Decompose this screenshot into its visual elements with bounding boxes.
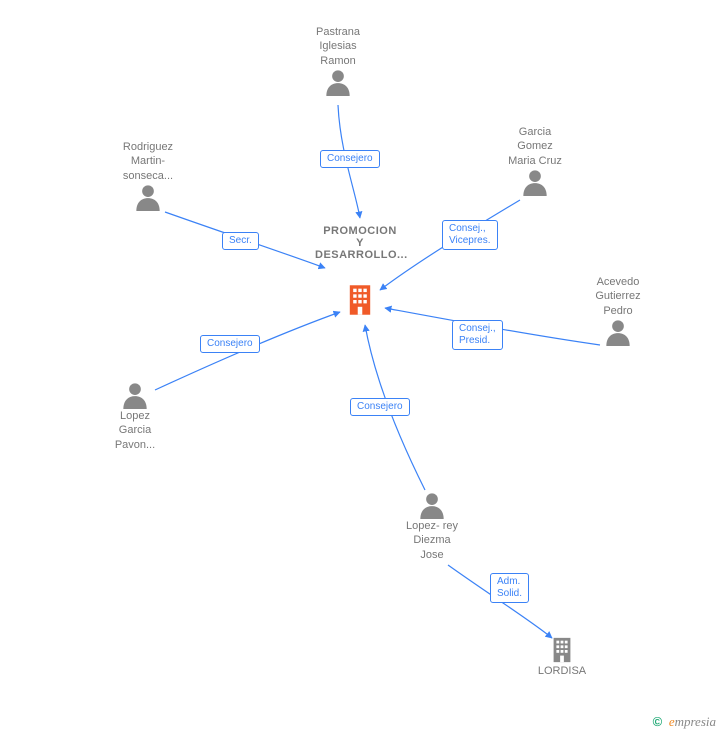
edge-label-acevedo: Consej., Presid. xyxy=(452,320,503,350)
person-icon xyxy=(392,491,472,519)
center-building-icon xyxy=(346,283,374,317)
edge-label-rodriguez: Secr. xyxy=(222,232,259,250)
building-icon xyxy=(522,636,602,664)
person-label: Acevedo Gutierrez Pedro xyxy=(578,275,658,318)
brand-rest: mpresia xyxy=(675,714,716,729)
edge-label-lopezrey: Consejero xyxy=(350,398,410,416)
person-label: Pastrana Iglesias Ramon xyxy=(298,25,378,68)
person-icon xyxy=(578,318,658,346)
edge-label-lopezrey_to_lordisa: Adm. Solid. xyxy=(490,573,529,603)
person-icon xyxy=(95,381,175,409)
person-node-acevedo: Acevedo Gutierrez Pedro xyxy=(578,275,658,346)
company-node-lordisa: LORDISA xyxy=(522,636,602,678)
person-icon xyxy=(298,68,378,96)
person-label: Lopez Garcia Pavon... xyxy=(95,409,175,452)
person-icon xyxy=(495,168,575,196)
person-label: Lopez- rey Diezma Jose xyxy=(392,519,472,562)
person-node-garcia: Garcia Gomez Maria Cruz xyxy=(495,125,575,196)
person-node-rodriguez: Rodriguez Martin- sonseca... xyxy=(108,140,188,211)
person-label: Rodriguez Martin- sonseca... xyxy=(108,140,188,183)
person-icon xyxy=(108,183,188,211)
person-node-lopezrey: Lopez- rey Diezma Jose xyxy=(392,491,472,562)
edge-label-garcia: Consej., Vicepres. xyxy=(442,220,498,250)
edge-label-lopezgarcia: Consejero xyxy=(200,335,260,353)
edge-label-pastrana: Consejero xyxy=(320,150,380,168)
person-node-pastrana: Pastrana Iglesias Ramon xyxy=(298,25,378,96)
edges-layer xyxy=(0,0,728,740)
watermark: © empresia xyxy=(653,714,716,730)
copyright-symbol: © xyxy=(653,714,663,729)
center-label: PROMOCION Y DESARROLLO... xyxy=(315,225,405,261)
person-node-lopezgarcia: Lopez Garcia Pavon... xyxy=(95,381,175,452)
company-label: LORDISA xyxy=(522,664,602,678)
person-label: Garcia Gomez Maria Cruz xyxy=(495,125,575,168)
